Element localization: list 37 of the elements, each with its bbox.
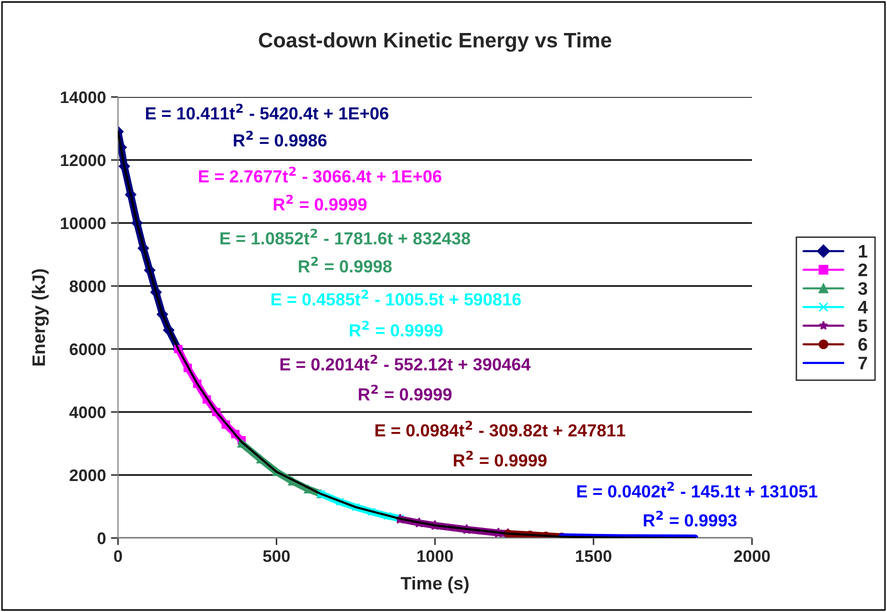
annotation: R$^{2}$ = 0.9999 (350, 320, 443, 337)
y-tick-label: 6000 (70, 343, 106, 356)
x-tick-label: 1500 (576, 550, 612, 562)
annotation: E = 1.0852t$^{2}$ - 1781.6t + 832438 (220, 228, 470, 245)
legend-label: 1 (858, 245, 868, 258)
x-tick-label: 0 (114, 550, 122, 562)
annotation: R$^{2}$ = 0.9993 (644, 510, 737, 527)
chart-title: Coast-down Kinetic Energy vs Time (258, 32, 612, 52)
x-axis-title: Time (s) (400, 576, 469, 594)
y-tick-label: 12000 (60, 154, 106, 166)
x-tick-label: 1000 (418, 550, 453, 562)
annotation: E = 0.4585t$^{2}$ - 1005.5t + 590816 (272, 290, 521, 306)
x-tick-label: 2000 (734, 550, 770, 562)
y-tick-label: 14000 (60, 91, 106, 104)
annotation: E = 0.0402t$^{2}$ - 145.1t + 131051 (577, 482, 818, 498)
legend-label: 7 (858, 356, 868, 370)
annotation: E = 0.0984t$^{2}$ - 309.82t + 247811 (375, 420, 626, 437)
annotation: R$^{2}$ = 0.9999 (454, 450, 547, 467)
y-axis-title: Energy (kJ) (32, 269, 49, 366)
y-tick-label: 0 (98, 532, 106, 544)
legend-label: 4 (858, 300, 868, 314)
x-tick-label: 500 (263, 550, 290, 562)
annotation: R$^{2}$ = 0.9999 (274, 194, 367, 211)
y-tick-label: 2000 (70, 469, 106, 482)
annotation: R$^{2}$ = 0.9986 (234, 130, 327, 147)
y-tick-label: 10000 (60, 217, 106, 230)
legend-label: 6 (858, 338, 868, 351)
legend-label: 2 (858, 263, 868, 276)
annotation: E = 2.7677t$^{2}$ - 3066.4t + 1E+06 (199, 166, 442, 183)
y-tick-label: 8000 (70, 280, 106, 292)
annotation: R$^{2}$ = 0.9998 (298, 256, 392, 273)
annotation: E = 0.2014t$^{2}$ - 552.12t + 390464 (280, 354, 531, 371)
y-tick-label: 4000 (69, 406, 106, 418)
annotation: E = 10.411t$^{2}$ - 5420.4t + 1E+06 (146, 104, 388, 120)
legend-label: 5 (858, 320, 868, 332)
annotation: R$^{2}$ = 0.9999 (358, 384, 452, 401)
legend-label: 3 (858, 282, 868, 295)
